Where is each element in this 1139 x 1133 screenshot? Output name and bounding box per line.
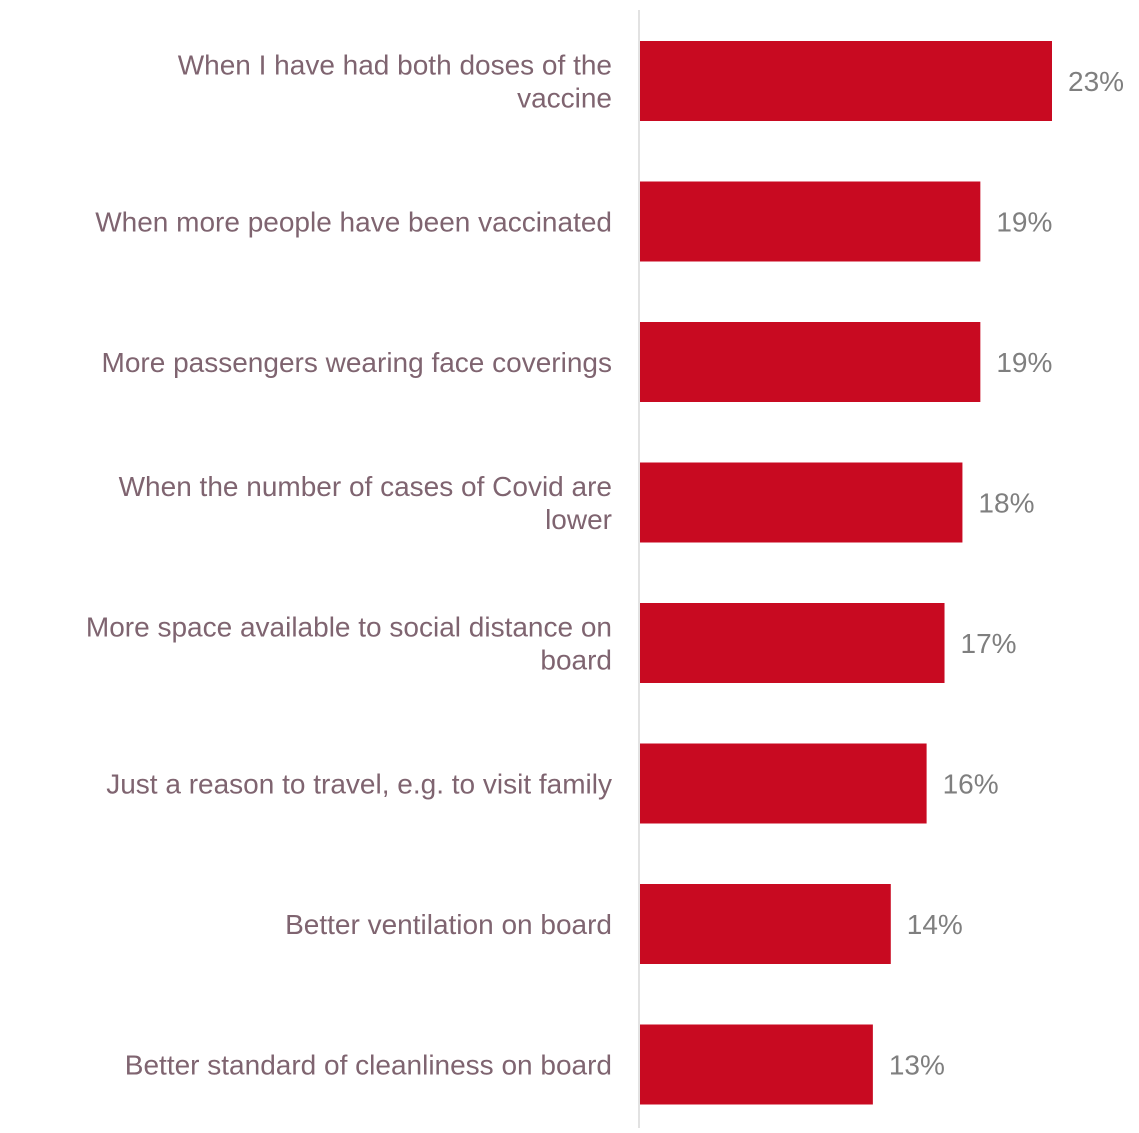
data-label: 19%	[996, 347, 1052, 378]
data-label: 16%	[943, 769, 999, 800]
category-label: vaccine	[517, 83, 612, 114]
category-label: Just a reason to travel, e.g. to visit f…	[106, 769, 612, 800]
bar	[640, 181, 981, 262]
data-label: 17%	[961, 628, 1017, 659]
bar	[640, 884, 891, 964]
category-label: When I have had both doses of the	[178, 50, 612, 81]
bar	[640, 462, 963, 543]
category-label: When more people have been vaccinated	[95, 207, 612, 238]
category-label: board	[540, 645, 612, 676]
category-label: Better standard of cleanliness on board	[125, 1050, 612, 1081]
data-label: 18%	[978, 488, 1034, 519]
data-label: 23%	[1068, 66, 1124, 97]
bar	[640, 1024, 873, 1105]
data-label: 19%	[996, 207, 1052, 238]
category-label: More space available to social distance …	[86, 612, 612, 643]
bar	[640, 322, 981, 402]
bar	[640, 743, 927, 824]
category-label: lower	[545, 504, 612, 535]
category-label: Better ventilation on board	[285, 909, 612, 940]
category-label: When the number of cases of Covid are	[119, 471, 612, 502]
bar	[640, 41, 1052, 121]
category-label: More passengers wearing face coverings	[102, 347, 612, 378]
data-label: 13%	[889, 1050, 945, 1081]
data-label: 14%	[907, 909, 963, 940]
bar	[640, 603, 945, 683]
